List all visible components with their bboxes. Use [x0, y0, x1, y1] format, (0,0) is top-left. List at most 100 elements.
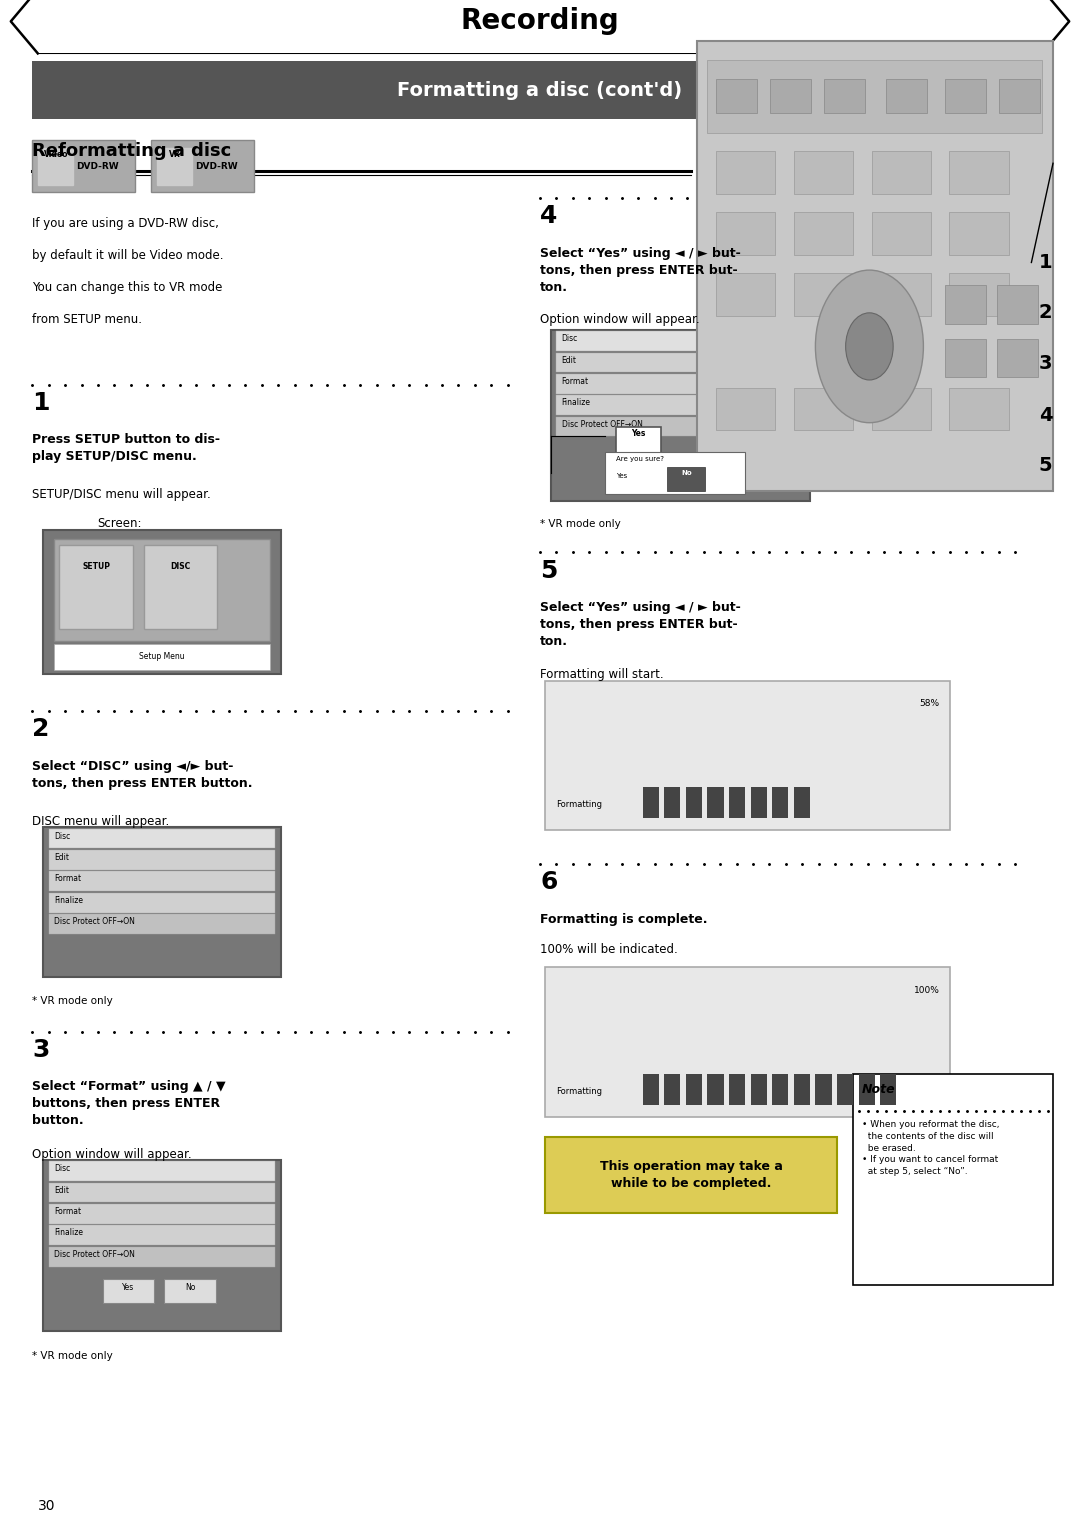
Text: 30: 30 — [38, 1499, 55, 1512]
FancyBboxPatch shape — [545, 681, 950, 830]
FancyBboxPatch shape — [54, 539, 270, 641]
Circle shape — [815, 270, 923, 423]
FancyBboxPatch shape — [794, 388, 853, 430]
Text: Reformatting a disc: Reformatting a disc — [32, 142, 231, 160]
Text: Edit: Edit — [562, 356, 577, 365]
Text: Select “Yes” using ◄ / ► but-
tons, then press ENTER but-
ton.: Select “Yes” using ◄ / ► but- tons, then… — [540, 601, 741, 649]
Text: 1: 1 — [32, 391, 50, 415]
Text: Option window will appear.: Option window will appear. — [32, 1148, 192, 1161]
Text: 5: 5 — [540, 559, 557, 583]
Text: Edit: Edit — [54, 1186, 69, 1195]
Text: Press SETUP button to dis-
play SETUP/DISC menu.: Press SETUP button to dis- play SETUP/DI… — [32, 433, 220, 464]
Text: Formatting a disc (cont'd): Formatting a disc (cont'd) — [397, 81, 683, 99]
Text: Finalize: Finalize — [54, 1228, 83, 1238]
FancyBboxPatch shape — [664, 787, 680, 818]
FancyBboxPatch shape — [853, 1074, 1053, 1285]
FancyBboxPatch shape — [49, 1204, 275, 1224]
Text: SETUP: SETUP — [82, 562, 110, 571]
FancyBboxPatch shape — [43, 827, 281, 977]
FancyBboxPatch shape — [949, 212, 1009, 255]
Text: Select “Yes” using ◄ / ► but-
tons, then press ENTER but-
ton.: Select “Yes” using ◄ / ► but- tons, then… — [540, 247, 741, 295]
Text: DISC: DISC — [171, 562, 190, 571]
Text: Yes: Yes — [616, 473, 626, 479]
FancyBboxPatch shape — [556, 395, 805, 415]
FancyBboxPatch shape — [794, 151, 853, 194]
Text: Formatting: Formatting — [556, 800, 603, 809]
FancyBboxPatch shape — [144, 545, 217, 629]
FancyBboxPatch shape — [999, 79, 1040, 113]
Text: Select “DISC” using ◄/► but-
tons, then press ENTER button.: Select “DISC” using ◄/► but- tons, then … — [32, 760, 253, 790]
Text: Disc Protect OFF→ON: Disc Protect OFF→ON — [562, 420, 643, 429]
FancyBboxPatch shape — [556, 417, 805, 436]
FancyBboxPatch shape — [707, 1074, 724, 1105]
Text: 2: 2 — [32, 717, 50, 742]
FancyBboxPatch shape — [716, 79, 757, 113]
FancyBboxPatch shape — [945, 79, 986, 113]
FancyBboxPatch shape — [729, 1074, 745, 1105]
Text: 4: 4 — [1039, 406, 1052, 424]
Text: Are you sure?: Are you sure? — [616, 456, 663, 462]
Text: 4: 4 — [540, 204, 557, 229]
FancyBboxPatch shape — [49, 829, 275, 848]
Text: Disc: Disc — [54, 832, 70, 841]
Text: SETUP/DISC menu will appear.: SETUP/DISC menu will appear. — [32, 488, 212, 502]
FancyBboxPatch shape — [697, 41, 1053, 491]
FancyBboxPatch shape — [49, 850, 275, 870]
Text: No: No — [185, 1283, 195, 1293]
FancyBboxPatch shape — [770, 79, 811, 113]
FancyBboxPatch shape — [643, 787, 659, 818]
Text: Yes: Yes — [631, 429, 646, 438]
FancyBboxPatch shape — [949, 388, 1009, 430]
FancyBboxPatch shape — [794, 273, 853, 316]
Polygon shape — [38, 148, 73, 185]
Text: * VR mode only: * VR mode only — [540, 519, 621, 530]
Text: Recording: Recording — [461, 8, 619, 35]
FancyBboxPatch shape — [872, 151, 931, 194]
FancyBboxPatch shape — [643, 1074, 659, 1105]
Text: Edit: Edit — [54, 853, 69, 862]
Text: • When you reformat the disc,
  the contents of the disc will
  be erased.
• If : • When you reformat the disc, the conten… — [862, 1120, 999, 1177]
FancyBboxPatch shape — [556, 374, 805, 394]
Text: 5: 5 — [1039, 456, 1052, 475]
FancyBboxPatch shape — [32, 61, 1048, 119]
Text: Format: Format — [54, 1207, 81, 1216]
Text: from SETUP menu.: from SETUP menu. — [32, 313, 143, 327]
Text: 3: 3 — [32, 1038, 50, 1062]
Text: * VR mode only: * VR mode only — [32, 996, 113, 1007]
FancyBboxPatch shape — [151, 140, 254, 192]
Text: 2: 2 — [1039, 304, 1052, 322]
FancyBboxPatch shape — [751, 787, 767, 818]
FancyBboxPatch shape — [686, 1074, 702, 1105]
FancyBboxPatch shape — [49, 1225, 275, 1245]
FancyBboxPatch shape — [43, 1160, 281, 1331]
Text: Select “Format” using ▲ / ▼
buttons, then press ENTER
button.: Select “Format” using ▲ / ▼ buttons, the… — [32, 1080, 226, 1128]
FancyBboxPatch shape — [815, 1074, 832, 1105]
FancyBboxPatch shape — [949, 151, 1009, 194]
FancyBboxPatch shape — [49, 871, 275, 891]
Text: 1: 1 — [1039, 253, 1052, 272]
Text: Option window will appear.: Option window will appear. — [540, 313, 700, 327]
FancyBboxPatch shape — [545, 1137, 837, 1213]
FancyBboxPatch shape — [794, 787, 810, 818]
Text: Finalize: Finalize — [562, 398, 591, 407]
FancyBboxPatch shape — [54, 644, 270, 670]
Text: Setup Menu: Setup Menu — [139, 652, 185, 661]
FancyBboxPatch shape — [794, 1074, 810, 1105]
Text: DVD-RW: DVD-RW — [76, 162, 119, 171]
FancyBboxPatch shape — [751, 1074, 767, 1105]
FancyBboxPatch shape — [686, 787, 702, 818]
FancyBboxPatch shape — [49, 1183, 275, 1202]
FancyBboxPatch shape — [872, 273, 931, 316]
FancyBboxPatch shape — [824, 79, 865, 113]
Text: Finalize: Finalize — [54, 896, 83, 905]
FancyBboxPatch shape — [707, 60, 1042, 133]
FancyBboxPatch shape — [707, 787, 724, 818]
Text: Video: Video — [44, 150, 68, 159]
Text: This operation may take a
while to be completed.: This operation may take a while to be co… — [599, 1160, 783, 1190]
FancyBboxPatch shape — [772, 1074, 788, 1105]
FancyBboxPatch shape — [556, 353, 805, 372]
FancyBboxPatch shape — [716, 273, 775, 316]
Text: Disc Protect OFF→ON: Disc Protect OFF→ON — [54, 917, 135, 926]
Text: Disc: Disc — [562, 334, 578, 343]
Text: * VR mode only: * VR mode only — [32, 1351, 113, 1361]
